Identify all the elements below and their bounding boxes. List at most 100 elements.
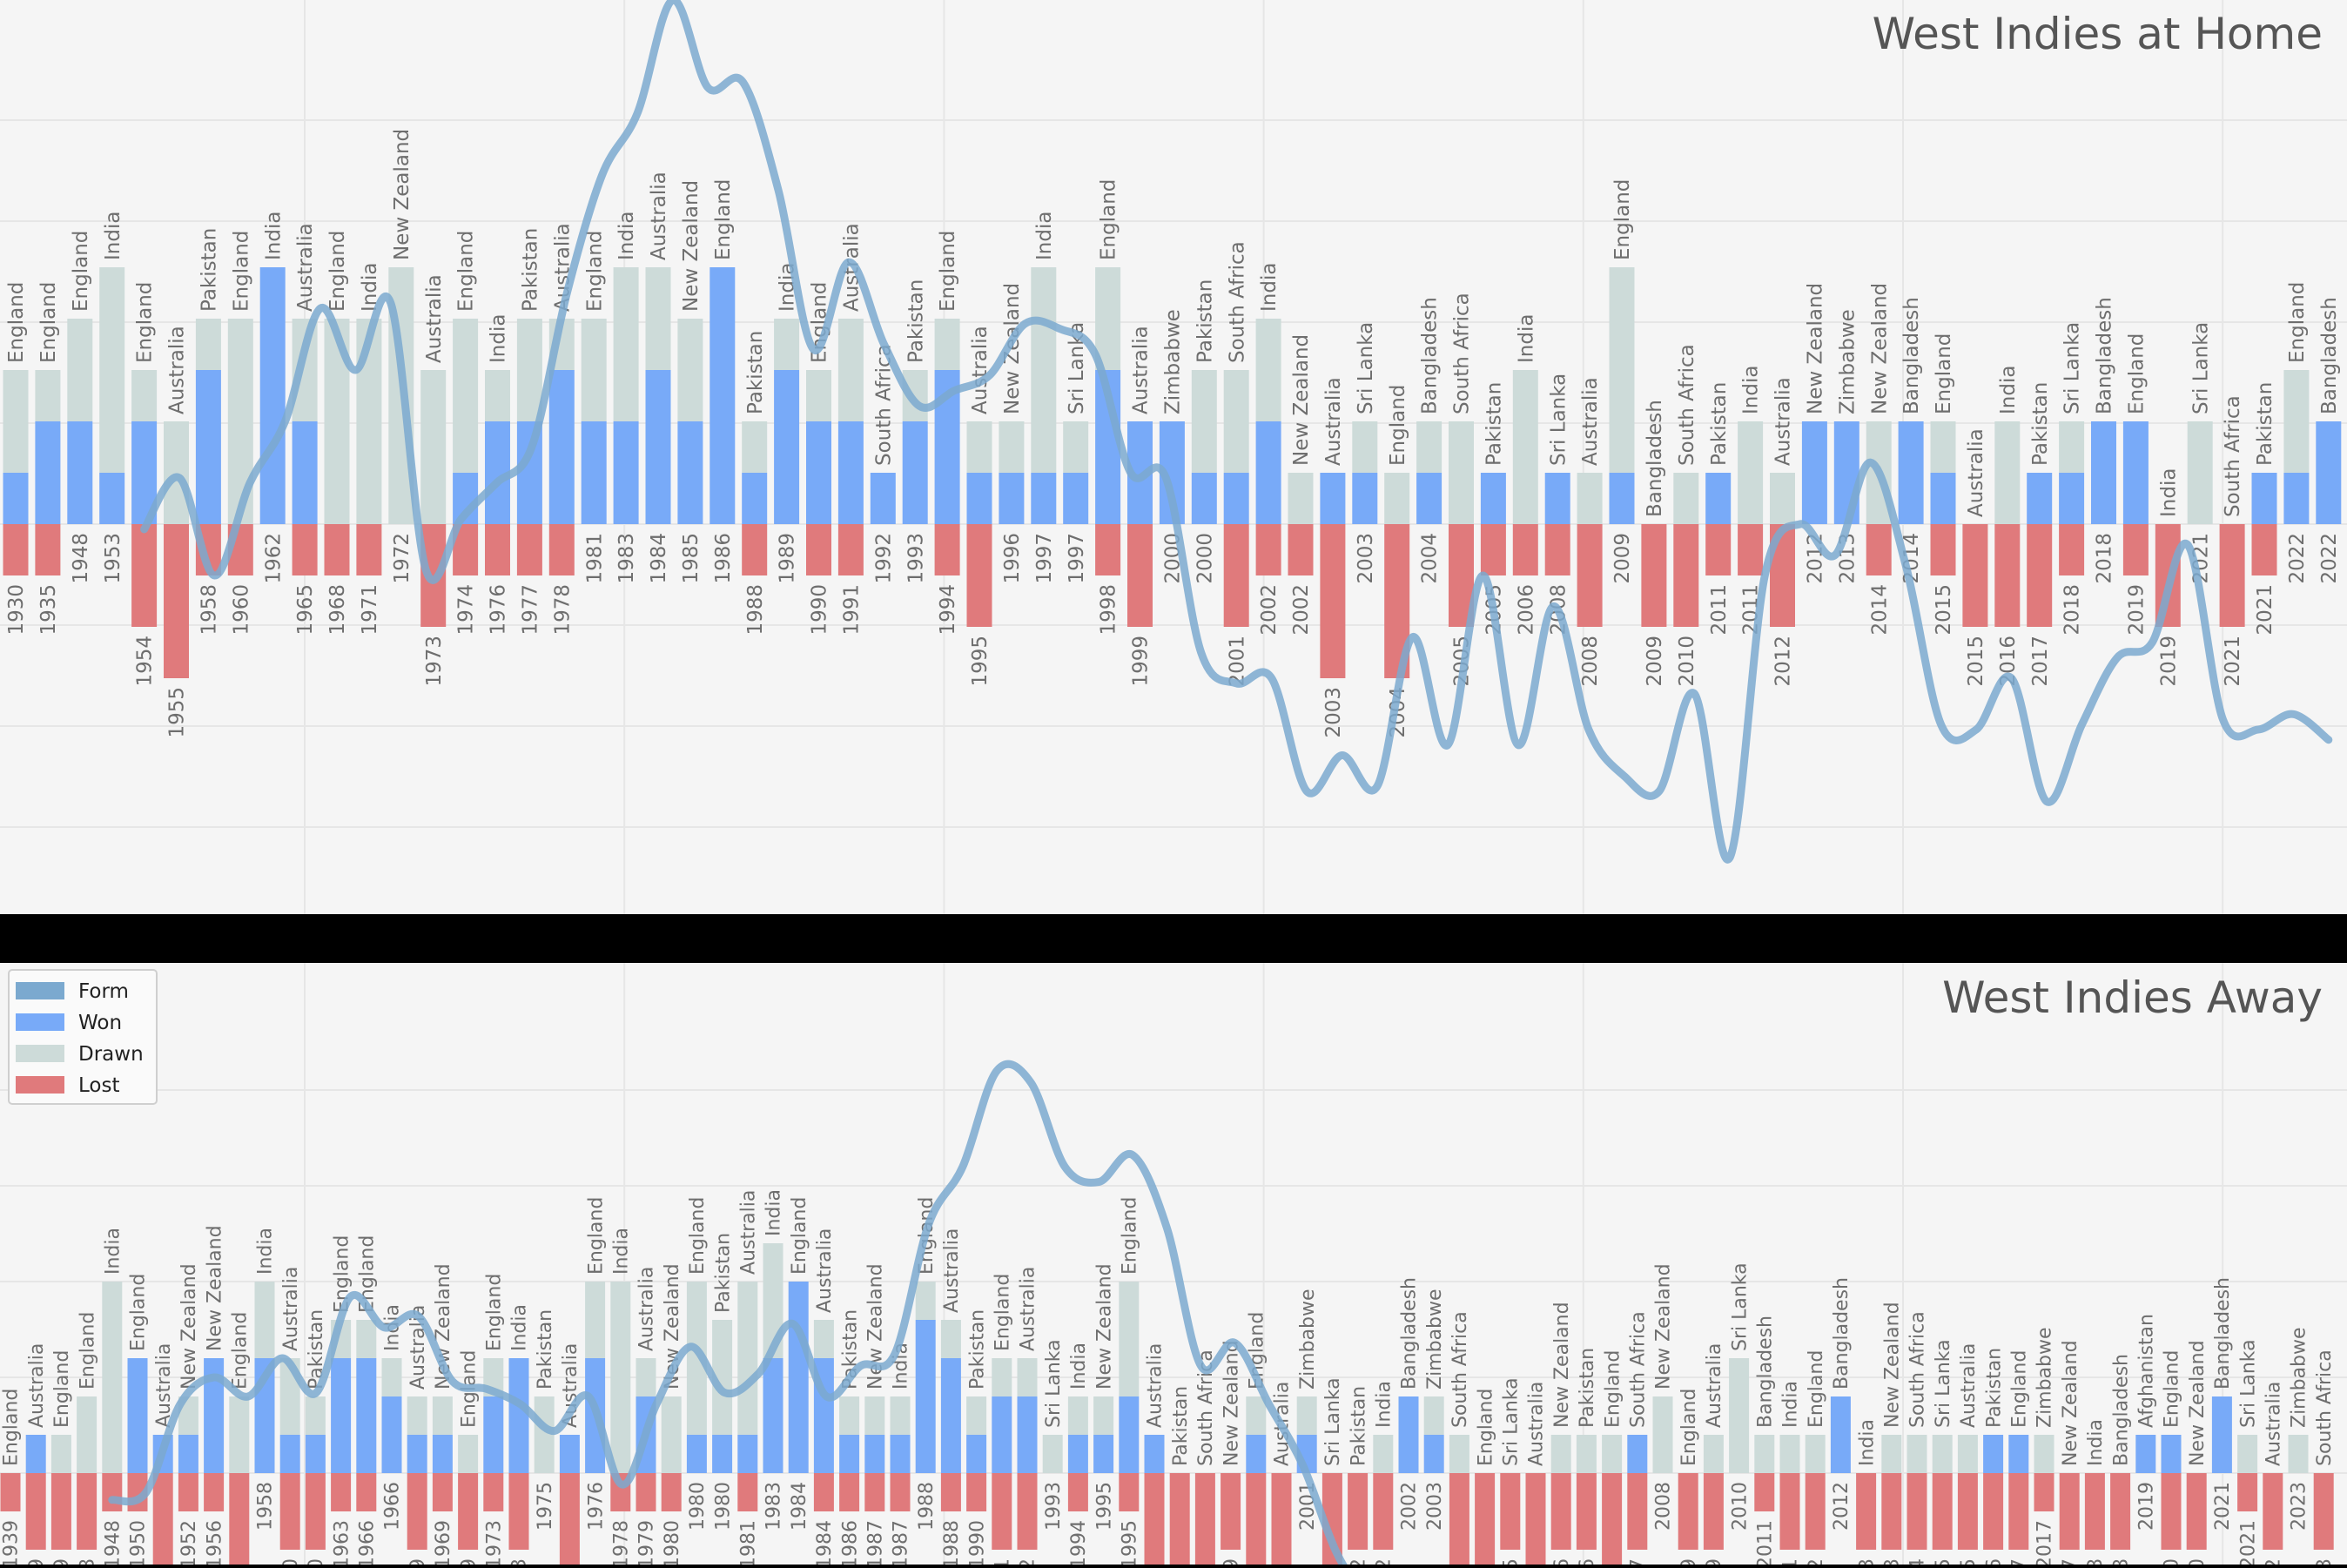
bar-label-opponent: England: [326, 231, 349, 312]
bar-label-opponent: England: [1602, 1350, 1624, 1428]
bar-label-opponent: Pakistan: [905, 279, 927, 363]
bar-label-opponent: India: [1856, 1419, 1878, 1466]
bar-label-opponent: England: [1933, 333, 1955, 414]
bar-label-opponent: Bangladesh: [2094, 297, 2116, 414]
bar-label-year: 1995: [969, 636, 992, 687]
bar-label-year: 1984: [814, 1520, 836, 1565]
bar-label-year: 1980: [687, 1482, 709, 1531]
bar-label-year: 1980: [662, 1520, 683, 1565]
bar-label-opponent: Bangladesh: [2318, 297, 2341, 414]
bar-lost: [77, 1473, 98, 1550]
bar-won: [1352, 473, 1378, 524]
bar-label-year: 1978: [611, 1520, 633, 1565]
bar-drawn: [35, 370, 61, 421]
bar-lost: [1994, 524, 2021, 627]
legend-swatch-won: [16, 1013, 64, 1031]
bar-label-opponent: England: [1387, 385, 1409, 466]
bar-label-opponent: Zimbabwe: [2289, 1327, 2310, 1428]
bar-label-year: 2018: [2094, 533, 2116, 584]
bar-label-year: 2002: [1374, 1558, 1395, 1565]
bar-label-opponent: England: [37, 282, 60, 363]
bar-lost: [1627, 1473, 1648, 1550]
bar-label-opponent: Bangladesh: [2110, 1354, 2132, 1466]
bar-label-year: 2021: [2237, 1520, 2259, 1565]
bar-label-opponent: New Zealand: [2060, 1340, 2081, 1466]
bar-lost: [131, 524, 158, 627]
bar-drawn: [420, 370, 447, 524]
bar-drawn: [940, 1320, 961, 1358]
bar-label-opponent: South Africa: [2314, 1349, 2336, 1466]
legend-swatch-lost: [16, 1076, 64, 1094]
form-line-path: [108, 1060, 1348, 1565]
bar-label-opponent: England: [128, 1274, 150, 1351]
bar-label-year: 1975: [535, 1482, 556, 1531]
bar-label-year: 1980: [712, 1482, 734, 1531]
bar-label-year: 2011: [1708, 584, 1731, 636]
bar-lost: [1856, 1473, 1877, 1550]
bar-drawn: [102, 1282, 123, 1473]
bar-label-opponent: New Zealand: [1882, 1302, 1904, 1428]
bar-label-opponent: Pakistan: [1194, 279, 1216, 363]
bar-lost: [1779, 1473, 1800, 1550]
bar-lost: [1525, 1473, 1546, 1565]
bar-won: [178, 1435, 198, 1473]
bar-won: [381, 1396, 402, 1473]
bar-won: [2283, 473, 2310, 524]
bar-drawn: [1288, 473, 1314, 524]
bar-won: [2059, 473, 2085, 524]
bar-label-year: 2015: [1965, 636, 1987, 687]
bar-drawn: [712, 1320, 733, 1435]
home-bars: [3, 267, 2342, 678]
bar-label-opponent: England: [687, 1197, 709, 1275]
bar-lost: [2237, 1473, 2258, 1511]
bar-label-opponent: Bangladesh: [2212, 1277, 2234, 1390]
bar-label-year: 2017: [2060, 1558, 2081, 1565]
bar-label-year: 2008: [1653, 1482, 1675, 1531]
bar-label-opponent: India: [1997, 366, 2020, 414]
bar-drawn: [610, 1282, 631, 1473]
bar-label-opponent: England: [230, 231, 252, 312]
bar-label-opponent: Bangladesh: [1755, 1316, 1777, 1428]
bar-label-opponent: Bangladesh: [1644, 400, 1666, 517]
bar-lost: [1246, 1473, 1267, 1565]
bar-label-year: 1983: [763, 1482, 785, 1531]
bar-label-opponent: England: [1678, 1389, 1700, 1466]
bar-won: [331, 1358, 352, 1473]
bar-won: [2316, 421, 2342, 524]
away-panel: England 1939 Australia 1939 England 1939 Engla…: [0, 963, 2347, 1568]
bar-label-opponent: Pakistan: [2254, 382, 2276, 466]
bar-won: [1898, 421, 1924, 524]
bar-label-year: 1996: [1001, 533, 1024, 584]
bar-label-opponent: Australia: [969, 326, 992, 414]
bar-drawn: [1729, 1358, 1750, 1473]
bar-lost: [1271, 1473, 1292, 1565]
bar-drawn: [1031, 267, 1057, 473]
bar-label-opponent: Australia: [2263, 1382, 2285, 1466]
bar-label-opponent: Pakistan: [2029, 382, 2052, 466]
bar-won: [1609, 473, 1635, 524]
bar-label-opponent: Australia: [1526, 1382, 1548, 1466]
bar-lost: [1577, 524, 1603, 627]
bar-label-opponent: India: [255, 1228, 277, 1275]
bar-label-opponent: Australia: [648, 172, 670, 260]
bar-label-opponent: Bangladesh: [1419, 297, 1442, 414]
bar-label-year: 2009: [1611, 533, 1634, 584]
bar-won: [99, 473, 125, 524]
legend-label-won: Won: [78, 1012, 122, 1034]
bar-label-opponent: England: [1611, 179, 1634, 260]
bar-label-opponent: Bangladesh: [1399, 1277, 1421, 1390]
home-bar-labels: England 1930 England 1935 England 1948 India 19…: [5, 129, 2341, 738]
bar-label-opponent: England: [2009, 1350, 2031, 1428]
bar-label-year: 2023: [2314, 1558, 2336, 1565]
bar-lost: [2263, 1473, 2283, 1550]
legend-label-drawn: Drawn: [78, 1043, 144, 1066]
bar-label-year: 1976: [585, 1482, 607, 1531]
bar-won: [864, 1435, 885, 1473]
bar-won: [508, 1358, 529, 1473]
bar-label-opponent: Bangladesh: [1900, 297, 1923, 414]
bar-drawn: [164, 421, 189, 524]
bar-lost: [1932, 1473, 1953, 1550]
bar-label-opponent: India: [488, 314, 510, 363]
bar-label-opponent: New Zealand: [865, 1263, 887, 1390]
bar-drawn: [453, 319, 479, 473]
